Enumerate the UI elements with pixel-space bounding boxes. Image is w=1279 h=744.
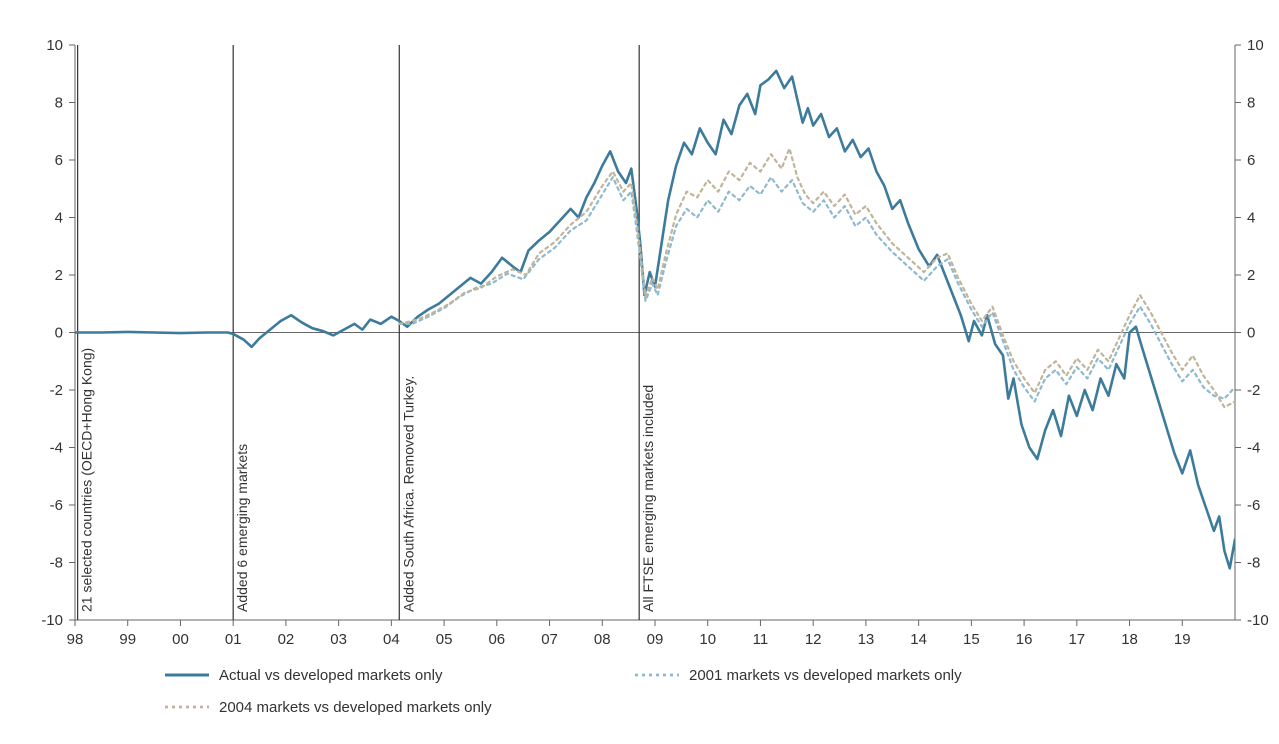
x-tick-label: 12	[805, 631, 822, 648]
chart-svg: -10-10-8-8-6-6-4-4-2-2002244668810109899…	[0, 0, 1279, 744]
y-tick-label-left: -10	[41, 612, 63, 629]
x-tick-label: 15	[963, 631, 980, 648]
y-tick-label-right: -6	[1247, 497, 1260, 514]
y-tick-label-left: 8	[55, 95, 63, 112]
y-tick-label-right: 4	[1247, 210, 1255, 227]
x-tick-label: 01	[225, 631, 242, 648]
x-tick-label: 99	[119, 631, 136, 648]
x-tick-label: 17	[1068, 631, 1085, 648]
x-tick-label: 10	[699, 631, 716, 648]
y-tick-label-right: 6	[1247, 152, 1255, 169]
event-line-label: Added 6 emerging markets	[234, 444, 250, 612]
event-line-label: Added South Africa. Removed Turkey.	[400, 376, 416, 612]
y-tick-label-right: 0	[1247, 325, 1255, 342]
x-tick-label: 04	[383, 631, 400, 648]
y-tick-label-left: -6	[50, 497, 63, 514]
y-tick-label-right: 8	[1247, 95, 1255, 112]
x-tick-label: 16	[1016, 631, 1033, 648]
x-tick-label: 06	[488, 631, 505, 648]
legend-label: Actual vs developed markets only	[219, 667, 443, 684]
y-tick-label-left: 10	[46, 37, 63, 54]
y-tick-label-right: 2	[1247, 267, 1255, 284]
y-tick-label-right: 10	[1247, 37, 1264, 54]
x-tick-label: 13	[858, 631, 875, 648]
y-tick-label-right: -4	[1247, 440, 1260, 457]
y-tick-label-left: -2	[50, 382, 63, 399]
chart-container: -10-10-8-8-6-6-4-4-2-2002244668810109899…	[0, 0, 1279, 744]
y-tick-label-left: -4	[50, 440, 63, 457]
legend-label: 2001 markets vs developed markets only	[689, 667, 962, 684]
x-tick-label: 08	[594, 631, 611, 648]
x-tick-label: 05	[436, 631, 453, 648]
x-tick-label: 19	[1174, 631, 1191, 648]
x-tick-label: 02	[278, 631, 295, 648]
y-tick-label-left: 4	[55, 210, 63, 227]
event-line-label: 21 selected countries (OECD+Hong Kong)	[79, 348, 95, 612]
y-tick-label-right: -8	[1247, 555, 1260, 572]
y-tick-label-right: -2	[1247, 382, 1260, 399]
y-tick-label-left: 6	[55, 152, 63, 169]
x-tick-label: 07	[541, 631, 558, 648]
x-tick-label: 18	[1121, 631, 1138, 648]
x-tick-label: 00	[172, 631, 189, 648]
y-tick-label-left: -8	[50, 555, 63, 572]
y-tick-label-right: -10	[1247, 612, 1269, 629]
event-line-label: All FTSE emerging markets included	[640, 385, 656, 612]
x-tick-label: 11	[753, 631, 769, 648]
y-tick-label-left: 0	[55, 325, 63, 342]
legend-label: 2004 markets vs developed markets only	[219, 699, 492, 716]
x-tick-label: 03	[330, 631, 347, 648]
x-tick-label: 09	[647, 631, 664, 648]
x-tick-label: 14	[910, 631, 927, 648]
y-tick-label-left: 2	[55, 267, 63, 284]
x-tick-label: 98	[67, 631, 84, 648]
